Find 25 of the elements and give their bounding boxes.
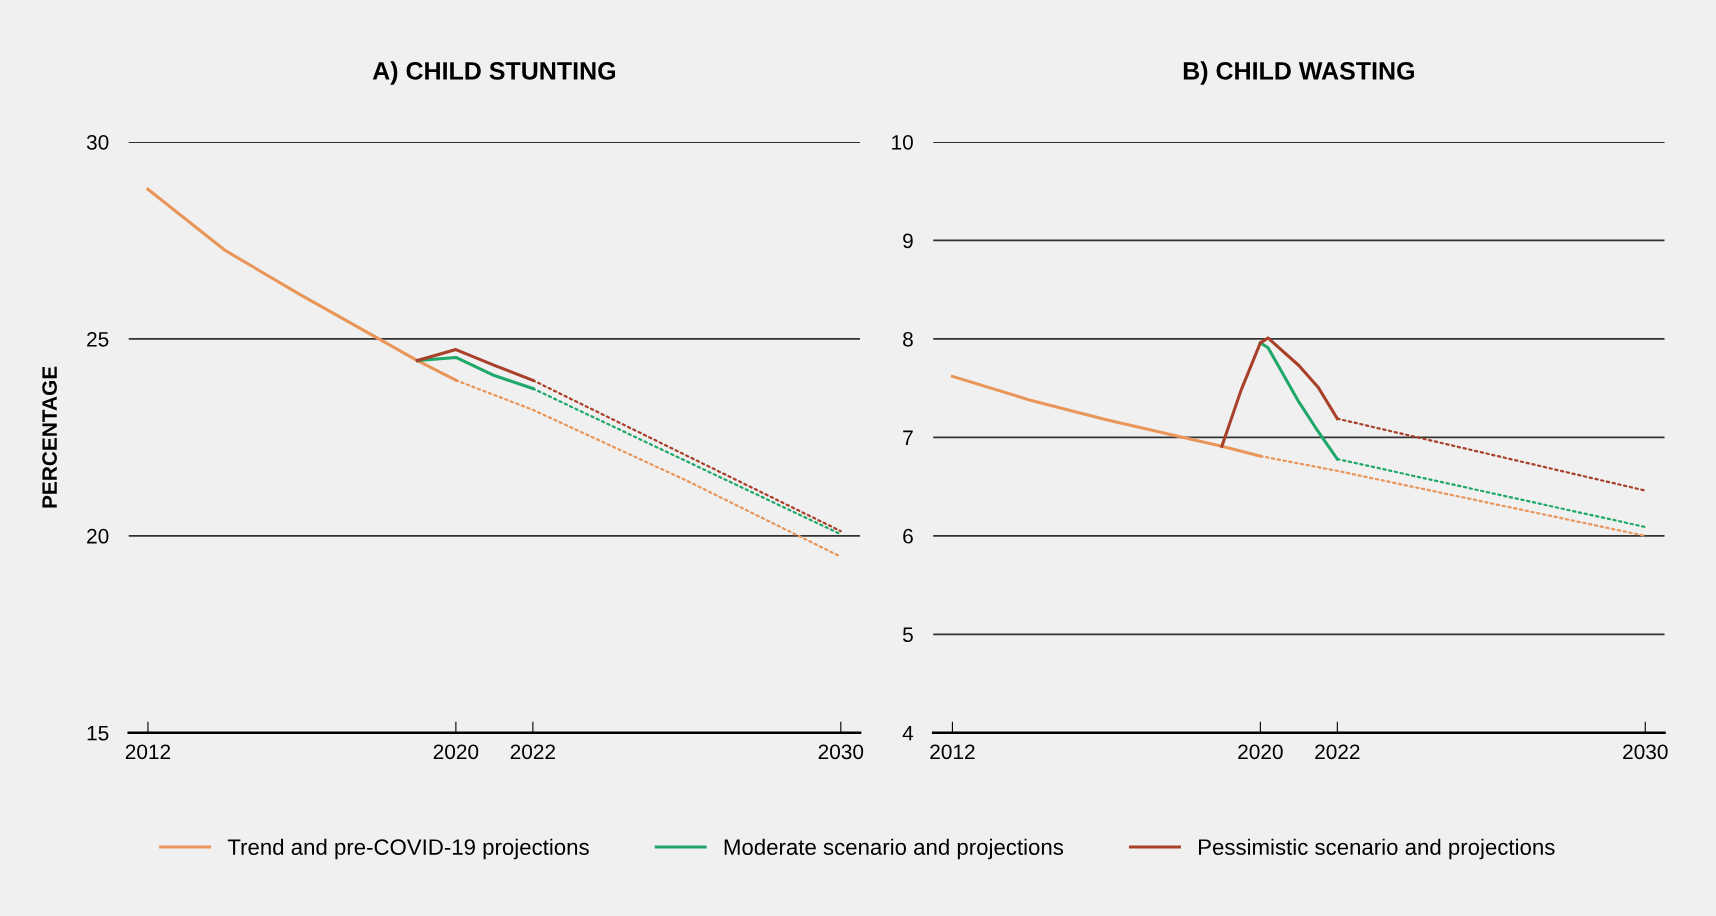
legend-label: Pessimistic scenario and projections (1199, 838, 1555, 860)
legend-label: Moderate scenario and projections (724, 838, 1064, 860)
chart-title: A) CHILD STUNTING (372, 61, 616, 85)
y-tick-label: 7 (903, 430, 913, 445)
x-tick-label: 2030 (818, 744, 864, 760)
y-tick-label: 9 (903, 233, 913, 249)
x-tick-label: 2012 (125, 744, 171, 760)
y-tick-label: 6 (903, 528, 913, 544)
y-axis-title: PERCENTAGE (42, 366, 57, 508)
x-tick-label: 2030 (1623, 744, 1668, 760)
x-tick-label: 2022 (1315, 744, 1360, 760)
x-tick-label: 2020 (1238, 744, 1283, 760)
y-tick-label: 8 (903, 331, 913, 347)
y-tick-label: 10 (892, 134, 913, 150)
y-tick-label: 5 (902, 627, 913, 643)
y-tick-label: 25 (87, 331, 109, 347)
y-tick-label: 20 (87, 528, 109, 544)
y-tick-label: 30 (86, 134, 109, 150)
y-tick-label: 15 (87, 726, 109, 741)
y-tick-label: 4 (902, 726, 914, 741)
legend-label: Trend and pre-COVID-19 projections (227, 838, 589, 860)
x-tick-label: 2012 (930, 744, 975, 760)
x-tick-label: 2022 (510, 744, 555, 760)
chart-title: B) CHILD WASTING (1183, 61, 1414, 85)
x-tick-label: 2020 (433, 744, 479, 760)
